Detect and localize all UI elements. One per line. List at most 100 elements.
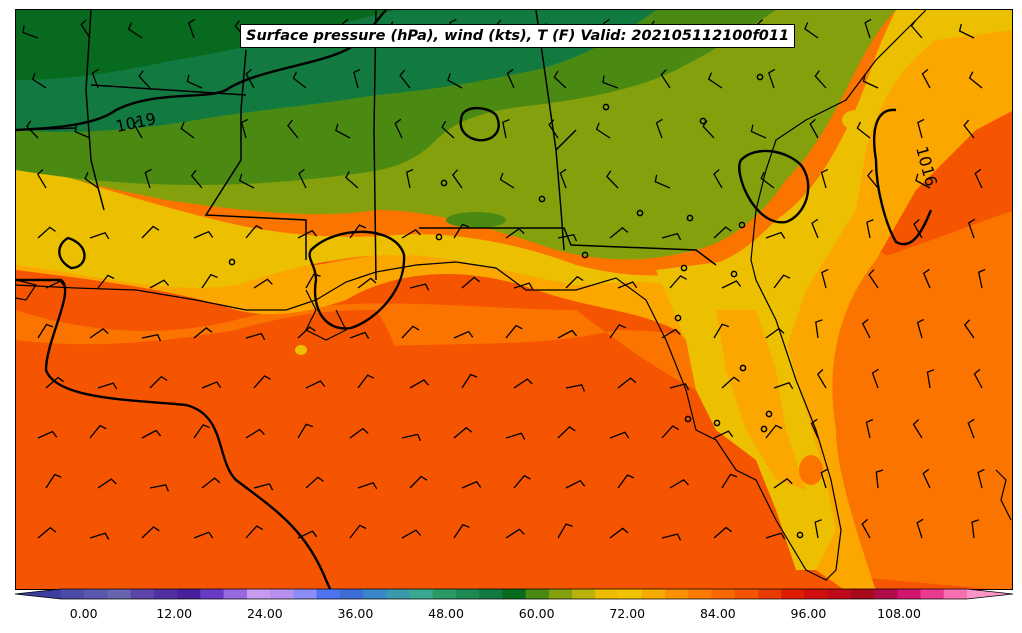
- wind-barb: [405, 168, 414, 189]
- wind-barb: [917, 118, 925, 139]
- wind-barb: [773, 382, 794, 390]
- wind-barb: [74, 124, 91, 139]
- map-title: Surface pressure (hPa), wind (kts), T (F…: [240, 24, 796, 48]
- wind-barb: [856, 121, 871, 139]
- wind-barb: [245, 224, 263, 239]
- wind-barb: [559, 168, 567, 189]
- colorbar-tick-label: 36.00: [337, 606, 374, 621]
- wind-barb: [721, 280, 742, 289]
- wind-barb: [401, 433, 422, 442]
- wind-barb: [713, 526, 732, 539]
- wind-barb: [617, 474, 635, 489]
- wind-barb: [141, 526, 160, 539]
- wind-barb: [141, 333, 162, 342]
- state-borders: [16, 10, 717, 281]
- wind-barb: [357, 482, 378, 490]
- wind-barb: [287, 119, 299, 139]
- wind-barb: [820, 168, 829, 189]
- wind-barb: [349, 224, 367, 239]
- wind-barb: [45, 280, 66, 289]
- wind-barb: [45, 376, 64, 389]
- wind-barb: [867, 169, 879, 189]
- colorbar-tick-label: 60.00: [518, 606, 555, 621]
- wind-barb: [349, 331, 370, 339]
- wind-barb: [916, 518, 924, 539]
- colorbar-segment: [874, 589, 898, 599]
- colorbar-outline: [15, 588, 1013, 600]
- wind-barb: [401, 228, 421, 239]
- wind-barb: [297, 229, 318, 239]
- wind-barb: [669, 478, 689, 489]
- wind-barb: [141, 429, 162, 439]
- wind-barb: [915, 173, 931, 189]
- wind-barb: [926, 369, 935, 389]
- colorbar-segment: [130, 589, 155, 599]
- wind-barb: [31, 72, 47, 89]
- wind-barb: [245, 332, 266, 341]
- wind-barb: [186, 74, 203, 89]
- colorbar-segment: [525, 589, 550, 599]
- wind-barb: [357, 374, 375, 389]
- wind-barb: [505, 324, 523, 339]
- wind-barb: [660, 69, 671, 89]
- wind-barb: [201, 381, 222, 389]
- map-canvas: 1019 1016: [16, 10, 1012, 589]
- colorbar-segment: [595, 589, 620, 599]
- wind-barb: [513, 378, 533, 389]
- colorbar-segment: [897, 589, 922, 599]
- colorbar-segment: [804, 589, 829, 599]
- wind-barb: [765, 424, 783, 439]
- colorbar-segment: [246, 589, 271, 599]
- wind-barb: [297, 326, 316, 339]
- colorbar-tick-label: 48.00: [428, 606, 464, 621]
- wind-barb: [409, 475, 428, 489]
- colorbar-segment: [177, 589, 201, 599]
- wind-barb: [193, 531, 214, 539]
- colorbar-extend-high: [967, 589, 1013, 599]
- wind-barb: [453, 523, 470, 539]
- wind-barb: [971, 519, 979, 539]
- wind-barb: [180, 121, 195, 139]
- wind-barb: [868, 269, 879, 289]
- wind-barb: [765, 532, 786, 540]
- wind-barb: [820, 468, 828, 489]
- wind-barb: [91, 68, 99, 89]
- wind-barb: [409, 379, 429, 389]
- colorbar-segment: [688, 589, 713, 599]
- wind-barb: [811, 218, 819, 239]
- colorbar-segment: [665, 589, 689, 599]
- colorbar-segment: [200, 589, 225, 599]
- wind-barb: [292, 71, 307, 89]
- wind-barb: [461, 480, 482, 489]
- wind-barb: [875, 469, 884, 489]
- wind-barb: [84, 171, 99, 189]
- wind-barb: [193, 424, 210, 439]
- wind-barb: [655, 118, 663, 139]
- colorbar-segment: [479, 589, 503, 599]
- wind-barb: [357, 277, 377, 289]
- wind-barb: [814, 70, 827, 89]
- wind-barb: [661, 533, 682, 541]
- colorbar-tick-label: 84.00: [699, 606, 736, 621]
- colorbar-tick-label: 96.00: [790, 606, 827, 621]
- wind-barb: [141, 225, 160, 239]
- colorbar-segment: [827, 589, 852, 599]
- wind-barb: [565, 275, 584, 289]
- wind-barb: [713, 226, 732, 239]
- wind-barb: [305, 273, 321, 289]
- wind-barb: [810, 418, 819, 439]
- colorbar-segment: [107, 589, 132, 599]
- wind-barb: [461, 373, 478, 389]
- wind-barb: [461, 276, 480, 289]
- wind-barb: [499, 172, 515, 189]
- wind-barb: [253, 278, 273, 289]
- wind-barb: [773, 477, 793, 489]
- wind-barb: [297, 423, 314, 439]
- wind-barb: [606, 170, 619, 189]
- wind-barb: [661, 232, 682, 241]
- wind-barb: [45, 473, 62, 489]
- wind-barb: [89, 232, 110, 240]
- wind-barb: [922, 468, 931, 489]
- wind-barb: [37, 323, 54, 339]
- wind-barb: [37, 226, 56, 239]
